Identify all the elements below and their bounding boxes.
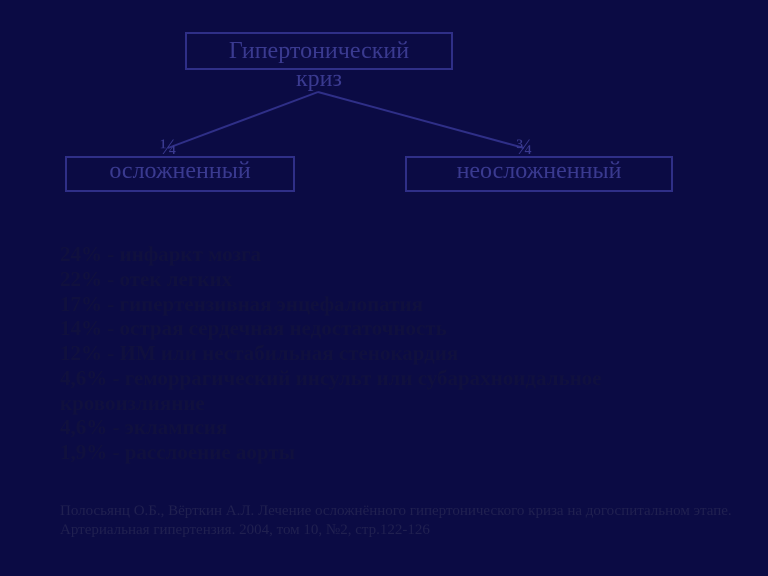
stats-item: 4,6% - эклампсия bbox=[60, 415, 728, 440]
right-node: неосложненный bbox=[405, 156, 673, 192]
root-label-line2: криз bbox=[187, 66, 451, 94]
stats-item: 24% - инфаркт мозга bbox=[60, 242, 728, 267]
stats-item: 22% - отек легких bbox=[60, 267, 728, 292]
left-label: осложненный bbox=[67, 158, 293, 186]
left-fraction: ¼ bbox=[160, 136, 177, 158]
left-node: осложненный bbox=[65, 156, 295, 192]
citation-line1: Полосьянц О.Б., Вёрткин А.Л. Лечение осл… bbox=[60, 502, 732, 521]
stats-item: 14% - острая сердечная недостаточность bbox=[60, 316, 728, 341]
root-node: Гипертонический криз bbox=[185, 32, 453, 70]
citation-line2: Артериальная гипертензия. 2004, том 10, … bbox=[60, 521, 732, 540]
right-label: неосложненный bbox=[407, 158, 671, 186]
stats-item: 12% - ИМ или нестабильная стенокардия bbox=[60, 341, 728, 366]
root-label-line1: Гипертонический bbox=[187, 38, 451, 66]
citation: Полосьянц О.Б., Вёрткин А.Л. Лечение осл… bbox=[60, 502, 732, 540]
stats-list: 24% - инфаркт мозга22% - отек легких17% … bbox=[60, 242, 728, 465]
slide: Гипертонический криз ¼ осложненный ¾ нео… bbox=[0, 0, 768, 576]
stats-item: 1,9% - расслоение аорты bbox=[60, 440, 728, 465]
stats-item: 17% - гипертензивная энцефалопатия bbox=[60, 292, 728, 317]
stats-item: 4,6% - геморрагический инсульт или субар… bbox=[60, 366, 728, 416]
connector-right bbox=[318, 92, 524, 148]
right-fraction: ¾ bbox=[516, 136, 533, 158]
connector-left bbox=[168, 92, 318, 148]
